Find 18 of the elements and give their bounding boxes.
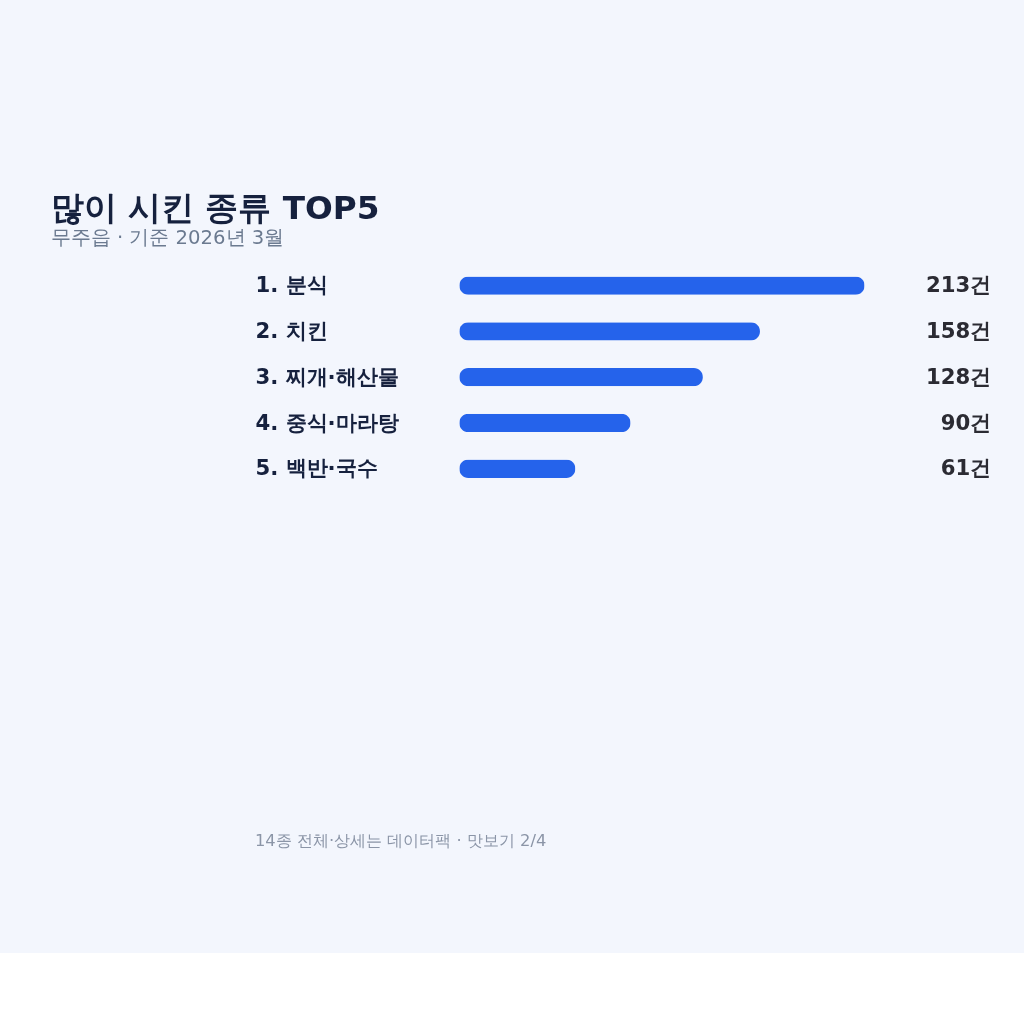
text: 무주읍 · 기준 2026년 3월 <box>50 226 285 249</box>
chart-title: 많이 시킨 종류 TOP5 <box>50 189 380 228</box>
data-label: 158건 <box>925 317 992 343</box>
bar <box>459 276 865 295</box>
y-tick-label: 1. 분식 <box>255 272 328 298</box>
bar <box>459 368 703 387</box>
y-tick-label: 3. 찌개·해산물 <box>255 363 399 389</box>
data-label: 213건 <box>925 272 992 298</box>
y-tick-label: 5. 백반·국수 <box>255 455 378 481</box>
y-tick-label: 2. 치킨 <box>255 317 328 343</box>
y-tick-label: 4. 중식·마라탕 <box>255 409 399 435</box>
text: 14종 전체·상세는 데이터팩 · 맛보기 2/4 <box>254 831 547 851</box>
bar <box>459 413 631 433</box>
bar <box>459 322 760 341</box>
data-label: 61건 <box>940 455 992 481</box>
data-label: 128건 <box>925 363 992 389</box>
data-label: 90건 <box>940 409 992 435</box>
bar <box>459 459 576 478</box>
